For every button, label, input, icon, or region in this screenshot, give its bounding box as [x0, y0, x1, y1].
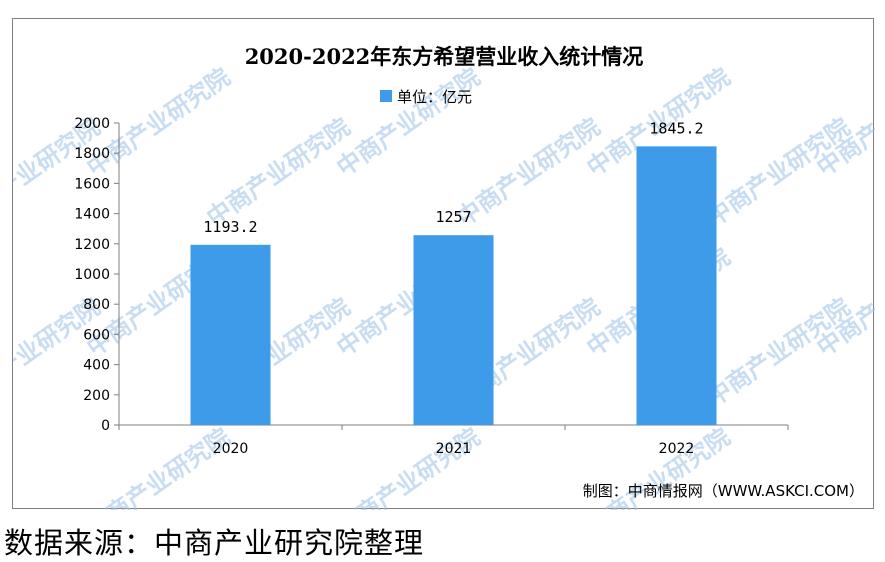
y-tick-label: 200 — [83, 388, 110, 404]
watermark-text: 中商产业研究院 — [452, 113, 606, 232]
y-tick-label: 1800 — [74, 146, 110, 162]
x-category-label: 2022 — [659, 441, 695, 457]
chart-frame: 中商产业研究院 中商产业研究院 中商产业研究院 中商产业研究院 中商产业研究院 中商产业研… — [12, 18, 875, 510]
bar-value-label: 1257 — [435, 208, 471, 226]
watermark-text: 中商产业研究院 — [82, 423, 236, 510]
y-tick-label: 1200 — [74, 237, 110, 253]
x-category-label: 2020 — [213, 441, 249, 457]
legend-swatch — [380, 90, 392, 102]
y-tick-label: 1400 — [74, 207, 110, 223]
watermark-text: 中商产业研究院 — [202, 113, 356, 232]
watermark-text: 中商产业研究院 — [332, 423, 486, 510]
data-source-note: 数据来源：中商产业研究院整理 — [4, 526, 425, 560]
chart-title: 2020-2022年东方希望营业收入统计情况 — [245, 44, 644, 69]
bar — [636, 146, 717, 425]
top-cut-text-strip — [0, 0, 885, 14]
y-tick-label: 1000 — [74, 267, 110, 283]
x-category-label: 2021 — [436, 441, 472, 457]
bars: 1193.2 2020 1257 2021 1845.2 2022 — [190, 119, 717, 457]
bar-value-label: 1193.2 — [203, 218, 257, 236]
y-tick-label: 1600 — [74, 176, 110, 192]
y-tick-label: 2000 — [74, 116, 110, 132]
bar — [413, 235, 494, 425]
bar — [190, 244, 271, 425]
y-tick-label: 800 — [83, 297, 110, 313]
legend-label: 单位：亿元 — [397, 88, 472, 106]
chart-credit: 制图：中商情报网（WWW.ASKCI.COM） — [583, 482, 864, 500]
y-tick-label: 400 — [83, 358, 110, 374]
y-tick-label: 600 — [83, 327, 110, 343]
watermark-text: 中商产业研究院 — [332, 63, 486, 182]
y-tick-label: 0 — [101, 418, 110, 434]
bar-value-label: 1845.2 — [649, 119, 703, 137]
